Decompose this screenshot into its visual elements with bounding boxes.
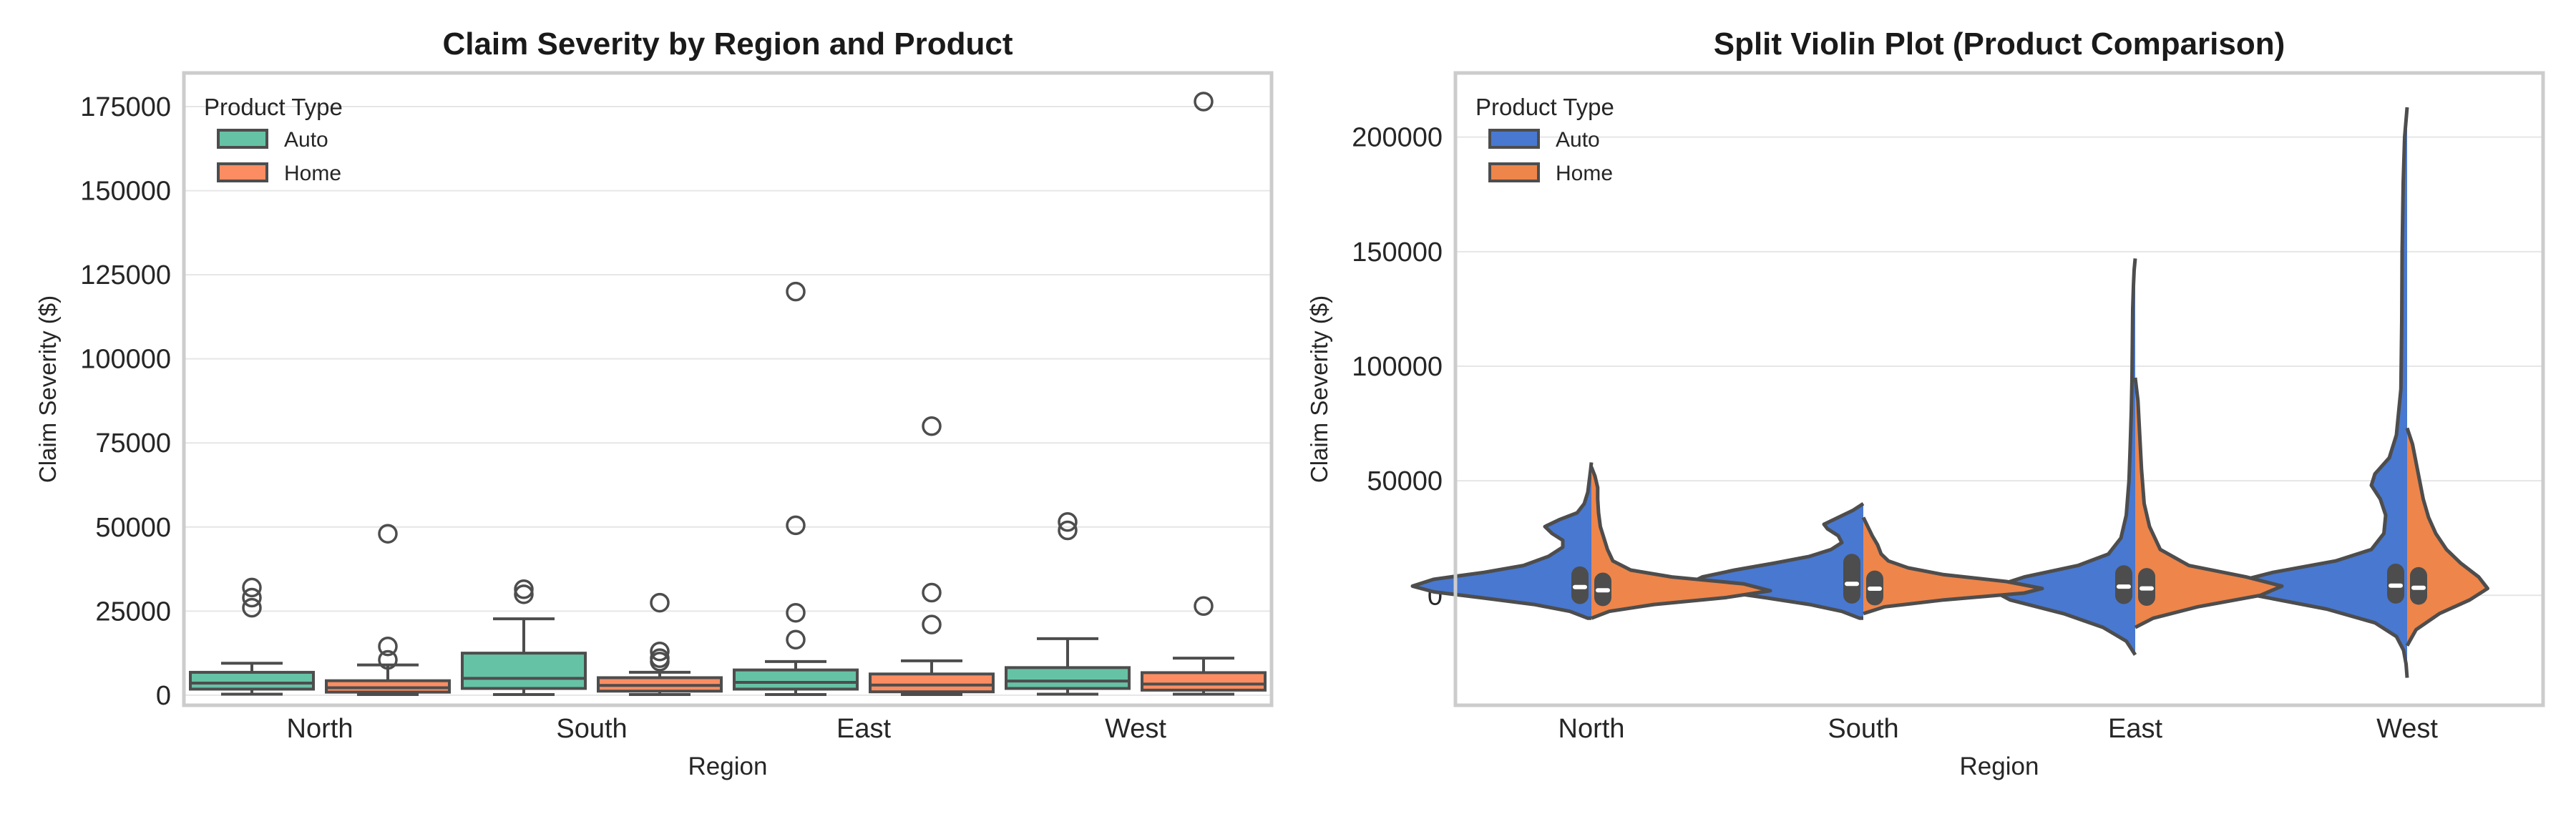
violin-outline [2405, 427, 2489, 647]
legend-swatch-auto [217, 129, 268, 149]
violin-half [2135, 378, 2282, 628]
x-tick-label: East [836, 714, 891, 744]
x-axis-label: Region [1960, 752, 2039, 780]
box-home-east [869, 416, 995, 696]
box-auto-east [733, 281, 859, 696]
y-tick-label: 75000 [95, 428, 171, 458]
outlier-point [1058, 520, 1078, 541]
box-auto-west [1005, 511, 1131, 696]
box-iqr [1141, 671, 1267, 692]
y-tick-label: 100000 [1352, 352, 1443, 382]
outlier-point [514, 579, 534, 599]
violin-home-south [1861, 516, 2044, 616]
violin-outline [1861, 516, 2044, 616]
outlier-point [1194, 92, 1214, 112]
y-axis-label: Claim Severity ($) [1306, 295, 1332, 483]
y-axis-label: Claim Severity ($) [34, 295, 61, 483]
box-auto-north [189, 577, 315, 696]
box-home-west [1141, 92, 1267, 696]
box-iqr [461, 652, 587, 690]
outlier-point [650, 642, 670, 662]
y-tick-label: 0 [156, 681, 171, 711]
legend-label-home: Home [284, 162, 341, 185]
violin-half [1591, 466, 1770, 619]
outlier-point [242, 597, 262, 618]
violin-auto-west [2226, 107, 2409, 678]
outlier-point [514, 584, 534, 604]
outlier-point [1058, 511, 1078, 532]
violin-home-west [2405, 427, 2489, 647]
box-iqr [733, 668, 859, 691]
violin-outline [1986, 258, 2137, 656]
y-tick-label: 175000 [80, 92, 171, 122]
outlier-point [378, 524, 398, 544]
outlier-point [650, 648, 670, 668]
box-auto-south [461, 579, 587, 696]
y-tick-label: 100000 [80, 345, 171, 375]
violin-half [2407, 428, 2488, 646]
violin-outline [2133, 377, 2284, 629]
x-axis-label: Region [688, 752, 768, 780]
x-tick-label: South [1828, 714, 1898, 744]
outlier-point [650, 592, 670, 613]
outlier-point [922, 416, 942, 436]
violin-half [1989, 258, 2135, 655]
box-iqr [1005, 666, 1131, 690]
outlier-point [922, 582, 942, 603]
violin-auto-south [1686, 502, 1865, 620]
outlier-point [1194, 596, 1214, 617]
legend-title: Product Type [204, 94, 343, 120]
y-tick-label: 150000 [1352, 237, 1443, 268]
x-tick-label: North [1558, 714, 1625, 744]
violin-outline [1686, 502, 1865, 620]
legend-swatch-home [217, 162, 268, 182]
outlier-point [786, 629, 806, 650]
violin-outline [2226, 107, 2409, 678]
outlier-point [786, 515, 806, 536]
outlier-point [786, 602, 806, 623]
legend-label-auto: Auto [284, 128, 328, 152]
violin-auto-east [1986, 258, 2137, 656]
box-iqr [869, 672, 995, 694]
x-tick-label: West [2376, 714, 2438, 744]
outlier-point [786, 281, 806, 302]
y-tick-label: 150000 [80, 177, 171, 207]
box-iqr [189, 670, 315, 691]
violin-outline [1589, 466, 1772, 620]
x-tick-label: South [556, 714, 627, 744]
legend-label-home: Home [1556, 162, 1613, 185]
violin-outline [1410, 462, 1594, 620]
violin-half [1863, 517, 2042, 614]
axes-frame [1453, 71, 2545, 707]
outlier-point [378, 636, 398, 657]
outlier-point [242, 577, 262, 598]
violin-half [2228, 107, 2407, 678]
chart-title: Split Violin Plot (Product Comparison) [1714, 26, 2285, 62]
x-tick-label: West [1105, 714, 1166, 744]
x-tick-label: North [287, 714, 353, 744]
box-home-south [597, 592, 723, 696]
legend-swatch-home [1488, 162, 1540, 182]
x-tick-label: East [2108, 714, 2162, 744]
legend-swatch-auto [1488, 129, 1540, 149]
axes-frame [182, 71, 1274, 707]
y-tick-label: 50000 [1367, 466, 1443, 496]
outlier-point [378, 649, 398, 670]
outlier-point [242, 587, 262, 608]
chart-title: Claim Severity by Region and Product [442, 26, 1013, 62]
outlier-point [922, 614, 942, 634]
violin-home-north [1589, 466, 1772, 620]
y-tick-label: 200000 [1352, 123, 1443, 153]
y-tick-label: 125000 [80, 260, 171, 290]
y-tick-label: 50000 [95, 513, 171, 543]
box-home-north [325, 524, 451, 696]
y-tick-label: 25000 [95, 597, 171, 627]
violin-home-east [2133, 377, 2284, 629]
legend-label-auto: Auto [1556, 128, 1600, 152]
legend-title: Product Type [1475, 94, 1614, 120]
